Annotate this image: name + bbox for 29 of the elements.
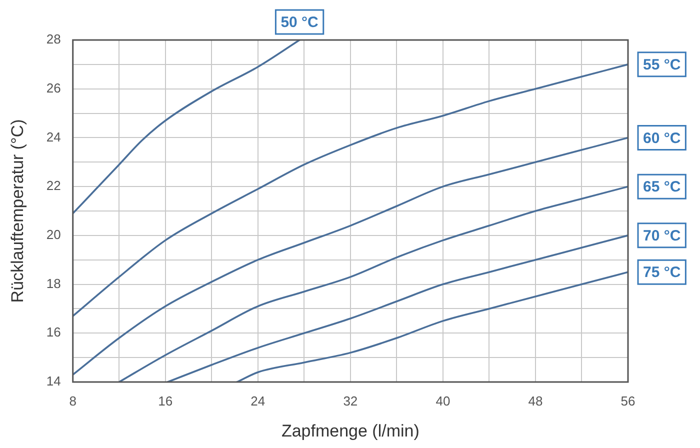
line-series — [236, 271, 628, 382]
x-tick-label: 56 — [620, 393, 636, 408]
y-tick-label: 24 — [46, 129, 61, 144]
y-tick-label: 20 — [46, 227, 61, 242]
series-label: 55 °C — [643, 56, 681, 74]
y-tick-label: 26 — [46, 80, 61, 96]
line-series — [72, 136, 628, 376]
line-series — [118, 186, 628, 382]
x-tick-label: 8 — [69, 393, 76, 408]
x-axis-title: Zapfmenge (l/min) — [281, 421, 420, 440]
x-tick-label: 40 — [436, 393, 450, 408]
y-axis-title: Rücklauftemperatur (°C) — [8, 119, 27, 303]
y-tick-label: 28 — [46, 32, 61, 47]
x-tick-label: 16 — [158, 393, 173, 408]
y-tick-label: 18 — [46, 276, 61, 291]
line-series — [166, 234, 628, 382]
line-series — [72, 40, 300, 214]
series-label: 75 °C — [643, 264, 681, 282]
series-label: 60 °C — [643, 130, 681, 147]
y-tick-label: 14 — [46, 374, 61, 389]
series-label: 65 °C — [643, 178, 681, 196]
x-tick-label: 32 — [343, 393, 358, 408]
series-label: 50 °C — [280, 14, 319, 32]
y-tick-label: 22 — [46, 178, 61, 194]
x-tick-label: 24 — [250, 393, 266, 408]
line-series — [72, 64, 628, 317]
x-tick-label: 48 — [528, 393, 543, 408]
y-tick-label: 16 — [46, 324, 61, 340]
series-label: 70 °C — [643, 228, 681, 245]
